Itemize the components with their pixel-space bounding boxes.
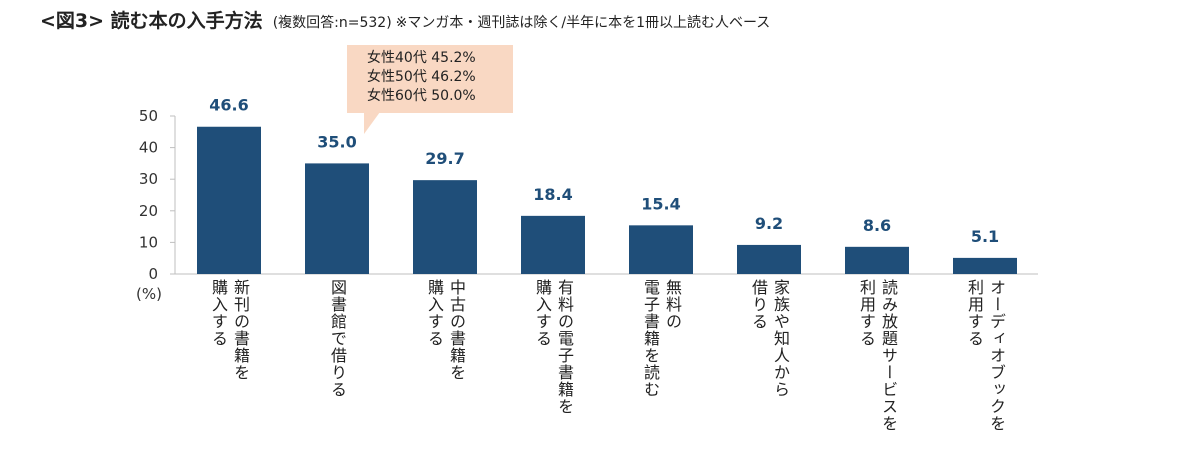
data-label: 46.6 — [209, 96, 248, 115]
category-label: 中古の書籍を 購入する — [425, 279, 466, 381]
callout-line: 女性40代 45.2% — [367, 50, 476, 66]
y-tick-label: 30 — [139, 170, 158, 188]
callout-line: 女性60代 50.0% — [367, 88, 476, 104]
category-label: 新刊の書籍を 購入する — [209, 279, 250, 381]
y-tick-label: 20 — [139, 202, 158, 220]
category-label: 無料の 電子書籍を読む — [641, 279, 682, 398]
category-label: 家族や知人から 借りる — [749, 279, 790, 398]
chart-note: ※マンガ本・週刊誌は除く/半年に本を1冊以上読む人ベース — [395, 15, 771, 31]
bar — [305, 163, 369, 274]
data-label: 29.7 — [425, 149, 464, 168]
y-tick-label: 50 — [139, 107, 158, 125]
y-axis-unit-label: (%) — [136, 285, 162, 303]
data-label: 15.4 — [641, 194, 680, 213]
bar — [521, 215, 585, 274]
category-label: 有料の電子書籍を 購入する — [533, 279, 574, 415]
callout-line: 女性50代 46.2% — [367, 69, 476, 85]
bar — [629, 225, 693, 274]
y-tick-label: 0 — [148, 265, 158, 283]
data-label: 9.2 — [755, 214, 783, 233]
chart-title-row: <図3> 読む本の入手方法 (複数回答:n=532) ※マンガ本・週刊誌は除く/半年… — [40, 6, 770, 38]
bar — [413, 180, 477, 274]
category-label: 読み放題サービスを 利用する — [857, 279, 898, 432]
chart-subtitle: (複数回答:n=532) — [272, 15, 392, 31]
data-label: 5.1 — [971, 227, 999, 246]
data-label: 18.4 — [533, 185, 572, 204]
y-tick-label: 40 — [139, 139, 158, 157]
y-tick-label: 10 — [139, 233, 158, 251]
bar — [197, 126, 261, 274]
category-label: 図書館で借りる — [328, 279, 347, 398]
category-label: オーディオブックを 利用する — [965, 279, 1006, 432]
bar — [845, 246, 909, 274]
callout-box: 女性40代 45.2% 女性50代 46.2% 女性60代 50.0% — [347, 45, 513, 113]
chart-title: <図3> 読む本の入手方法 — [40, 10, 263, 32]
data-label: 35.0 — [317, 132, 356, 151]
bar — [953, 257, 1017, 274]
callout-pointer — [364, 112, 380, 134]
data-label: 8.6 — [863, 216, 891, 235]
bar — [737, 244, 801, 274]
